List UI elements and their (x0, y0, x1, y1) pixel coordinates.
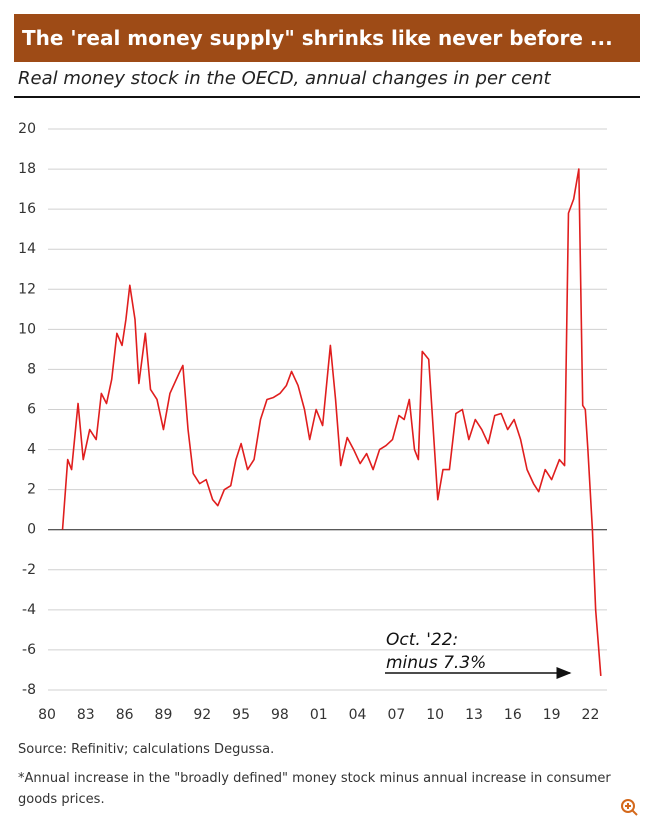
y-tick-label: 16 (18, 201, 36, 217)
x-tick-label: 83 (77, 707, 95, 723)
y-tick-label: 2 (27, 482, 36, 498)
data-line (61, 168, 602, 677)
y-tick-label: -4 (22, 602, 36, 618)
zoom-icon (621, 799, 638, 816)
y-tick-label: 6 (27, 402, 36, 418)
x-tick-label: 01 (310, 707, 328, 723)
annotation: minus 7.3% (386, 653, 486, 673)
x-tick-label: 80 (38, 707, 56, 723)
footnote: *Annual increase in the "broadly defined… (18, 771, 611, 807)
y-tick-label: -8 (22, 682, 36, 698)
x-tick-label: 07 (387, 707, 405, 723)
source: Source: Refinitiv; calculations Degussa. (18, 742, 275, 757)
y-tick-label: 12 (18, 281, 36, 297)
x-tick-label: 16 (504, 707, 522, 723)
y-tick-label: 10 (18, 321, 36, 337)
x-tick-label: 04 (349, 707, 367, 723)
chart-title: The 'real money supply" shrinks like nev… (14, 14, 640, 62)
annotation: Oct. '22: (386, 630, 458, 650)
x-tick-label: 10 (426, 707, 444, 723)
x-tick-label: 13 (465, 707, 483, 723)
y-tick-label: 18 (18, 161, 36, 177)
y-tick-label: 0 (27, 522, 36, 538)
title-rule (14, 96, 640, 98)
x-tick-label: 95 (232, 707, 250, 723)
chart: -8 -6 -4 -2 0 2 4 6 8 10 12 14 16 18 20 80 83 86 89 92 95 98 0… (18, 121, 607, 723)
y-tick-label: 4 (27, 442, 36, 458)
chart-subtitle: Real money stock in the OECD, annual cha… (18, 68, 551, 89)
x-tick-label: 22 (582, 707, 600, 723)
x-tick-label: 92 (193, 707, 211, 723)
y-tick-label: -6 (22, 642, 36, 658)
x-tick-label: 86 (116, 707, 134, 723)
x-tick-label: 89 (155, 707, 173, 723)
x-tick-label: 19 (543, 707, 561, 723)
y-tick-label: 8 (27, 361, 36, 377)
y-tick-label: 14 (18, 241, 36, 257)
y-tick-label: -2 (22, 562, 36, 578)
y-tick-label: 20 (18, 121, 36, 137)
x-tick-label: 98 (271, 707, 289, 723)
